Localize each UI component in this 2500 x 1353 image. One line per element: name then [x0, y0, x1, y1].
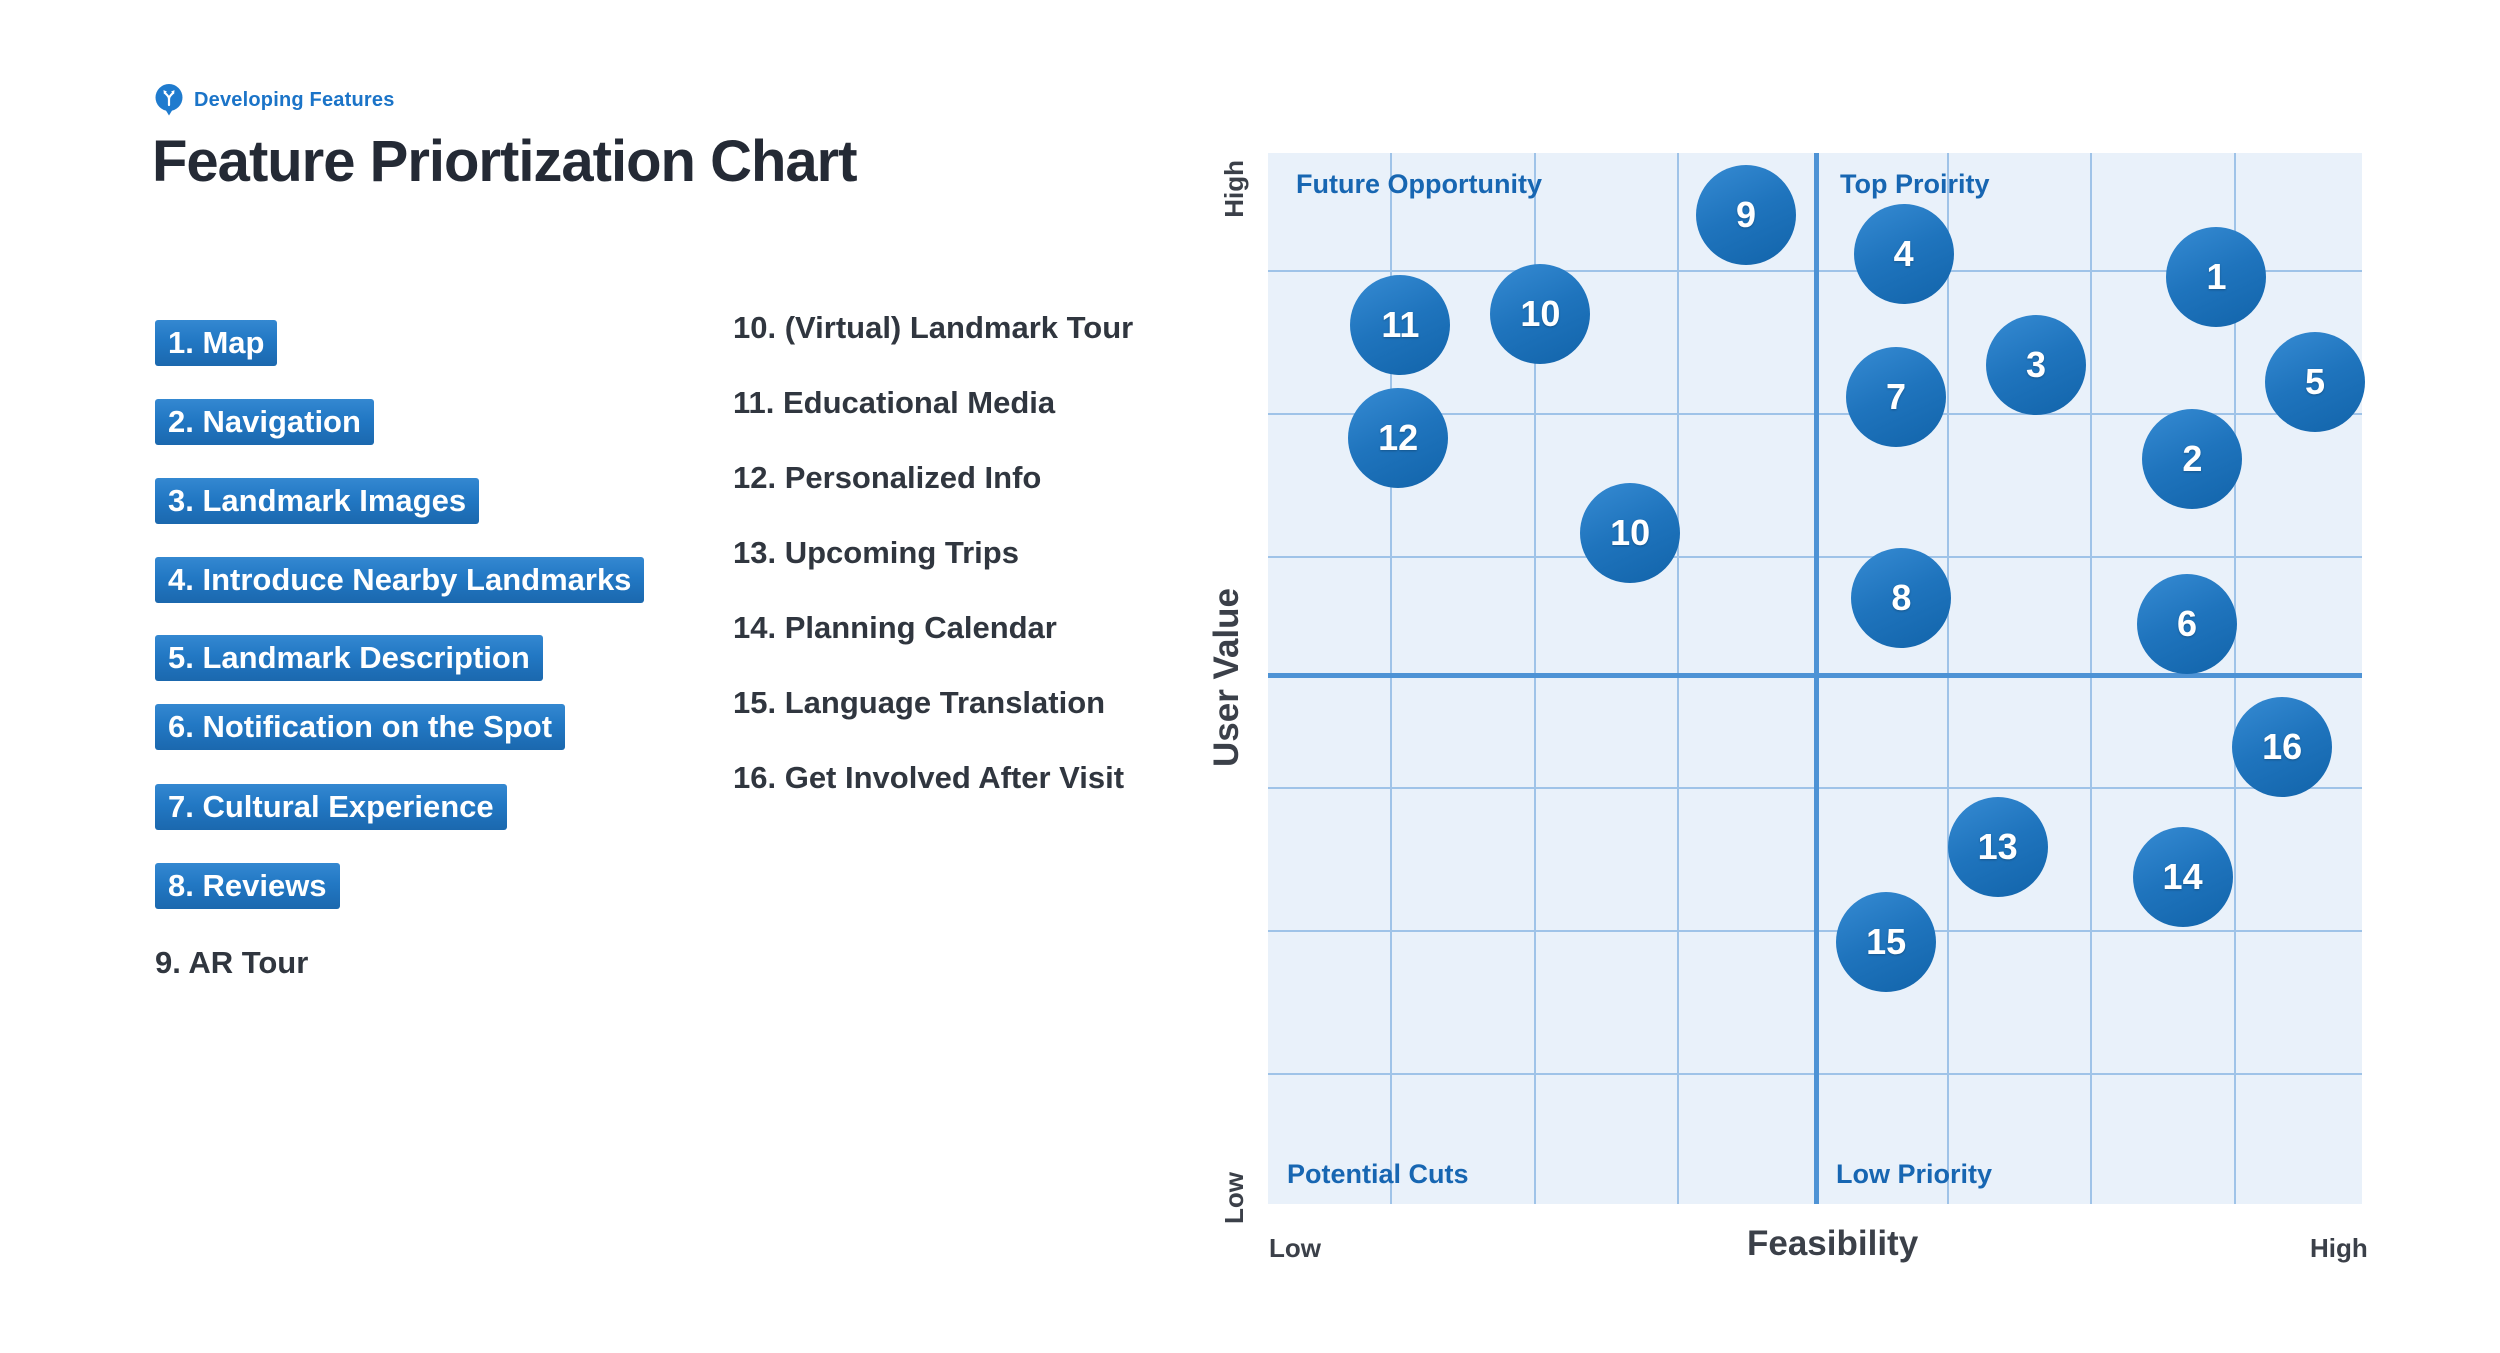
quadrant-label-potential-cuts: Potential Cuts — [1287, 1159, 1469, 1189]
vertical-gridline — [2234, 153, 2237, 1204]
feature-item-2[interactable]: 2. Navigation — [155, 399, 374, 445]
brand-label: Developing Features — [194, 89, 395, 111]
y-axis-low-label: Low — [1219, 1172, 1249, 1224]
vertical-gridline — [1677, 153, 1680, 1204]
feature-bubble-4[interactable]: 4 — [1853, 203, 1954, 304]
feature-item-14[interactable]: 14. Planning Calendar — [733, 610, 1057, 645]
feature-bubble-3[interactable]: 3 — [1985, 315, 2086, 416]
quadrant-label-future-opportunity: Future Opportunity — [1296, 169, 1542, 199]
feature-bubble-11[interactable]: 11 — [1350, 275, 1451, 376]
feature-bubble-12[interactable]: 12 — [1348, 387, 1449, 488]
feature-item-1[interactable]: 1. Map — [155, 320, 278, 366]
feature-item-10[interactable]: 10. (Virtual) Landmark Tour — [733, 310, 1134, 345]
y-axis-high-label: High — [1219, 160, 1249, 218]
feature-bubble-15[interactable]: 15 — [1836, 892, 1937, 993]
feature-bubble-2[interactable]: 2 — [2142, 408, 2243, 509]
feature-bubble-5[interactable]: 5 — [2264, 332, 2365, 433]
branch-balloon-icon — [155, 84, 183, 117]
feature-bubble-13[interactable]: 13 — [1947, 796, 2048, 897]
quadrant-label-low-priority: Low Priority — [1836, 1159, 1993, 1189]
prioritization-matrix: Future Opportunity Top Proirity Potentia… — [1268, 153, 2365, 1204]
feature-item-9[interactable]: 9. AR Tour — [155, 945, 309, 980]
feature-item-15[interactable]: 15. Language Translation — [733, 685, 1106, 720]
feature-item-4[interactable]: 4. Introduce Nearby Landmarks — [155, 557, 645, 603]
feature-bubble-1[interactable]: 1 — [2166, 227, 2267, 328]
x-axis-high-label: High — [2310, 1233, 2368, 1263]
x-axis-title: Feasibility — [1747, 1224, 1919, 1263]
quadrant-label-top-priority: Top Proirity — [1840, 169, 1990, 199]
feature-item-7[interactable]: 7. Cultural Experience — [155, 784, 507, 830]
vertical-gridline — [2089, 153, 2092, 1204]
feature-item-13[interactable]: 13. Upcoming Trips — [733, 535, 1019, 570]
feature-bubble-10[interactable]: 10 — [1580, 483, 1681, 584]
feature-bubble-16[interactable]: 16 — [2232, 696, 2333, 797]
feature-item-8[interactable]: 8. Reviews — [155, 863, 340, 909]
feature-bubble-14[interactable]: 14 — [2132, 827, 2233, 928]
feature-item-11[interactable]: 11. Educational Media — [733, 385, 1056, 420]
quadrant-divider-vertical — [1814, 153, 1820, 1204]
feature-bubble-9[interactable]: 9 — [1696, 165, 1797, 265]
vertical-gridline — [1389, 153, 1392, 1204]
vertical-gridline — [1533, 153, 1536, 1204]
app-brand: Developing Features — [155, 84, 395, 117]
feature-item-6[interactable]: 6. Notification on the Spot — [155, 704, 566, 750]
x-axis-low-label: Low — [1269, 1233, 1321, 1263]
y-axis-title: User Value — [1207, 588, 1246, 768]
feature-item-16[interactable]: 16. Get Involved After Visit — [733, 760, 1125, 795]
feature-item-5[interactable]: 5. Landmark Description — [155, 635, 543, 681]
feature-item-12[interactable]: 12. Personalized Info — [733, 460, 1042, 495]
vertical-gridline — [1947, 153, 1950, 1204]
feature-bubble-8[interactable]: 8 — [1851, 547, 1952, 648]
feature-item-3[interactable]: 3. Landmark Images — [155, 478, 480, 524]
feature-bubble-7[interactable]: 7 — [1845, 346, 1946, 447]
feature-bubble-6[interactable]: 6 — [2136, 573, 2237, 674]
page-title: Feature Priortization Chart — [152, 129, 858, 194]
feature-bubble-10[interactable]: 10 — [1490, 263, 1591, 364]
quadrant-divider-horizontal — [1268, 673, 2362, 679]
